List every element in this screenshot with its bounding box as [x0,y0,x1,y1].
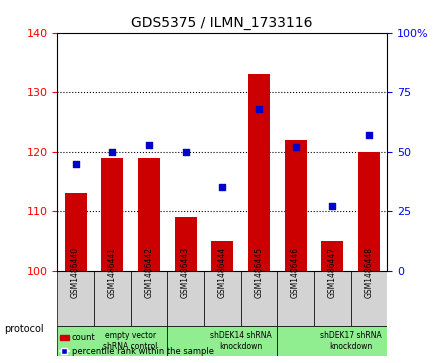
FancyBboxPatch shape [57,326,167,356]
FancyBboxPatch shape [204,271,241,326]
Point [72,161,79,167]
FancyBboxPatch shape [314,271,351,326]
FancyBboxPatch shape [277,326,387,356]
FancyBboxPatch shape [94,271,131,326]
Bar [175,217,197,271]
Bar [211,241,233,271]
Text: shDEK14 shRNA
knockdown: shDEK14 shRNA knockdown [209,331,271,351]
Bar [248,74,270,271]
Legend: count, percentile rank within the sample: count, percentile rank within the sample [57,330,217,359]
Bar [101,158,123,271]
Title: GDS5375 / ILMN_1733116: GDS5375 / ILMN_1733116 [132,16,313,30]
FancyBboxPatch shape [57,271,94,326]
Text: GSM1486441: GSM1486441 [108,247,117,298]
Text: empty vector
shRNA control: empty vector shRNA control [103,331,158,351]
Bar [138,158,160,271]
Text: GSM1486444: GSM1486444 [218,247,227,298]
Text: GSM1486447: GSM1486447 [328,247,337,298]
Bar [358,152,380,271]
Text: GSM1486442: GSM1486442 [144,247,154,298]
FancyBboxPatch shape [131,271,167,326]
Text: GSM1486440: GSM1486440 [71,247,80,298]
Point [365,132,372,138]
FancyBboxPatch shape [277,271,314,326]
Point [292,144,299,150]
Text: GSM1486445: GSM1486445 [254,247,264,298]
FancyBboxPatch shape [167,271,204,326]
FancyBboxPatch shape [241,271,277,326]
Text: GSM1486443: GSM1486443 [181,247,190,298]
Bar [321,241,343,271]
Text: GSM1486446: GSM1486446 [291,247,300,298]
Point [219,184,226,190]
Bar [285,140,307,271]
FancyBboxPatch shape [351,271,387,326]
Text: shDEK17 shRNA
knockdown: shDEK17 shRNA knockdown [319,331,381,351]
Bar [65,193,87,271]
Point [109,149,116,155]
FancyBboxPatch shape [167,326,277,356]
Point [255,106,262,112]
Text: protocol: protocol [4,323,44,334]
Point [145,142,152,147]
Text: GSM1486448: GSM1486448 [364,247,374,298]
Point [182,149,189,155]
Point [329,204,336,209]
